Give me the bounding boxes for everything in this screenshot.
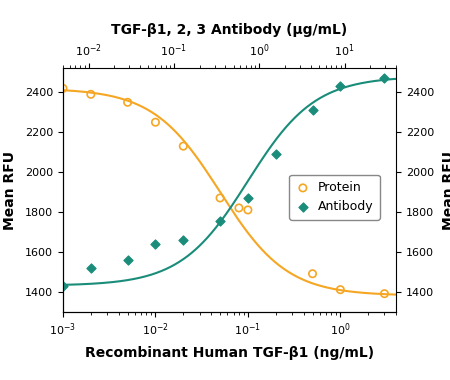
Antibody [59, 283, 67, 289]
Y-axis label: Mean RFU: Mean RFU [442, 150, 450, 230]
Protein [216, 195, 224, 201]
Protein [309, 271, 316, 277]
Y-axis label: Mean RFU: Mean RFU [3, 150, 17, 230]
Antibody [87, 265, 94, 271]
Legend: Protein, Antibody: Protein, Antibody [289, 175, 380, 220]
Antibody [337, 83, 344, 89]
Antibody [124, 257, 131, 263]
Protein [152, 119, 159, 125]
Antibody [381, 75, 388, 81]
Antibody [180, 237, 187, 243]
Protein [337, 287, 344, 293]
Antibody [152, 241, 159, 247]
Protein [381, 291, 388, 297]
Protein [59, 85, 67, 91]
X-axis label: Recombinant Human TGF-β1 (ng/mL): Recombinant Human TGF-β1 (ng/mL) [85, 346, 374, 360]
Antibody [244, 195, 252, 201]
Protein [235, 205, 243, 211]
Protein [180, 143, 187, 149]
Protein [87, 91, 94, 97]
X-axis label: TGF-β1, 2, 3 Antibody (μg/mL): TGF-β1, 2, 3 Antibody (μg/mL) [112, 23, 347, 37]
Antibody [309, 107, 316, 113]
Protein [124, 99, 131, 105]
Antibody [272, 151, 279, 157]
Antibody [216, 218, 224, 224]
Protein [244, 207, 252, 213]
